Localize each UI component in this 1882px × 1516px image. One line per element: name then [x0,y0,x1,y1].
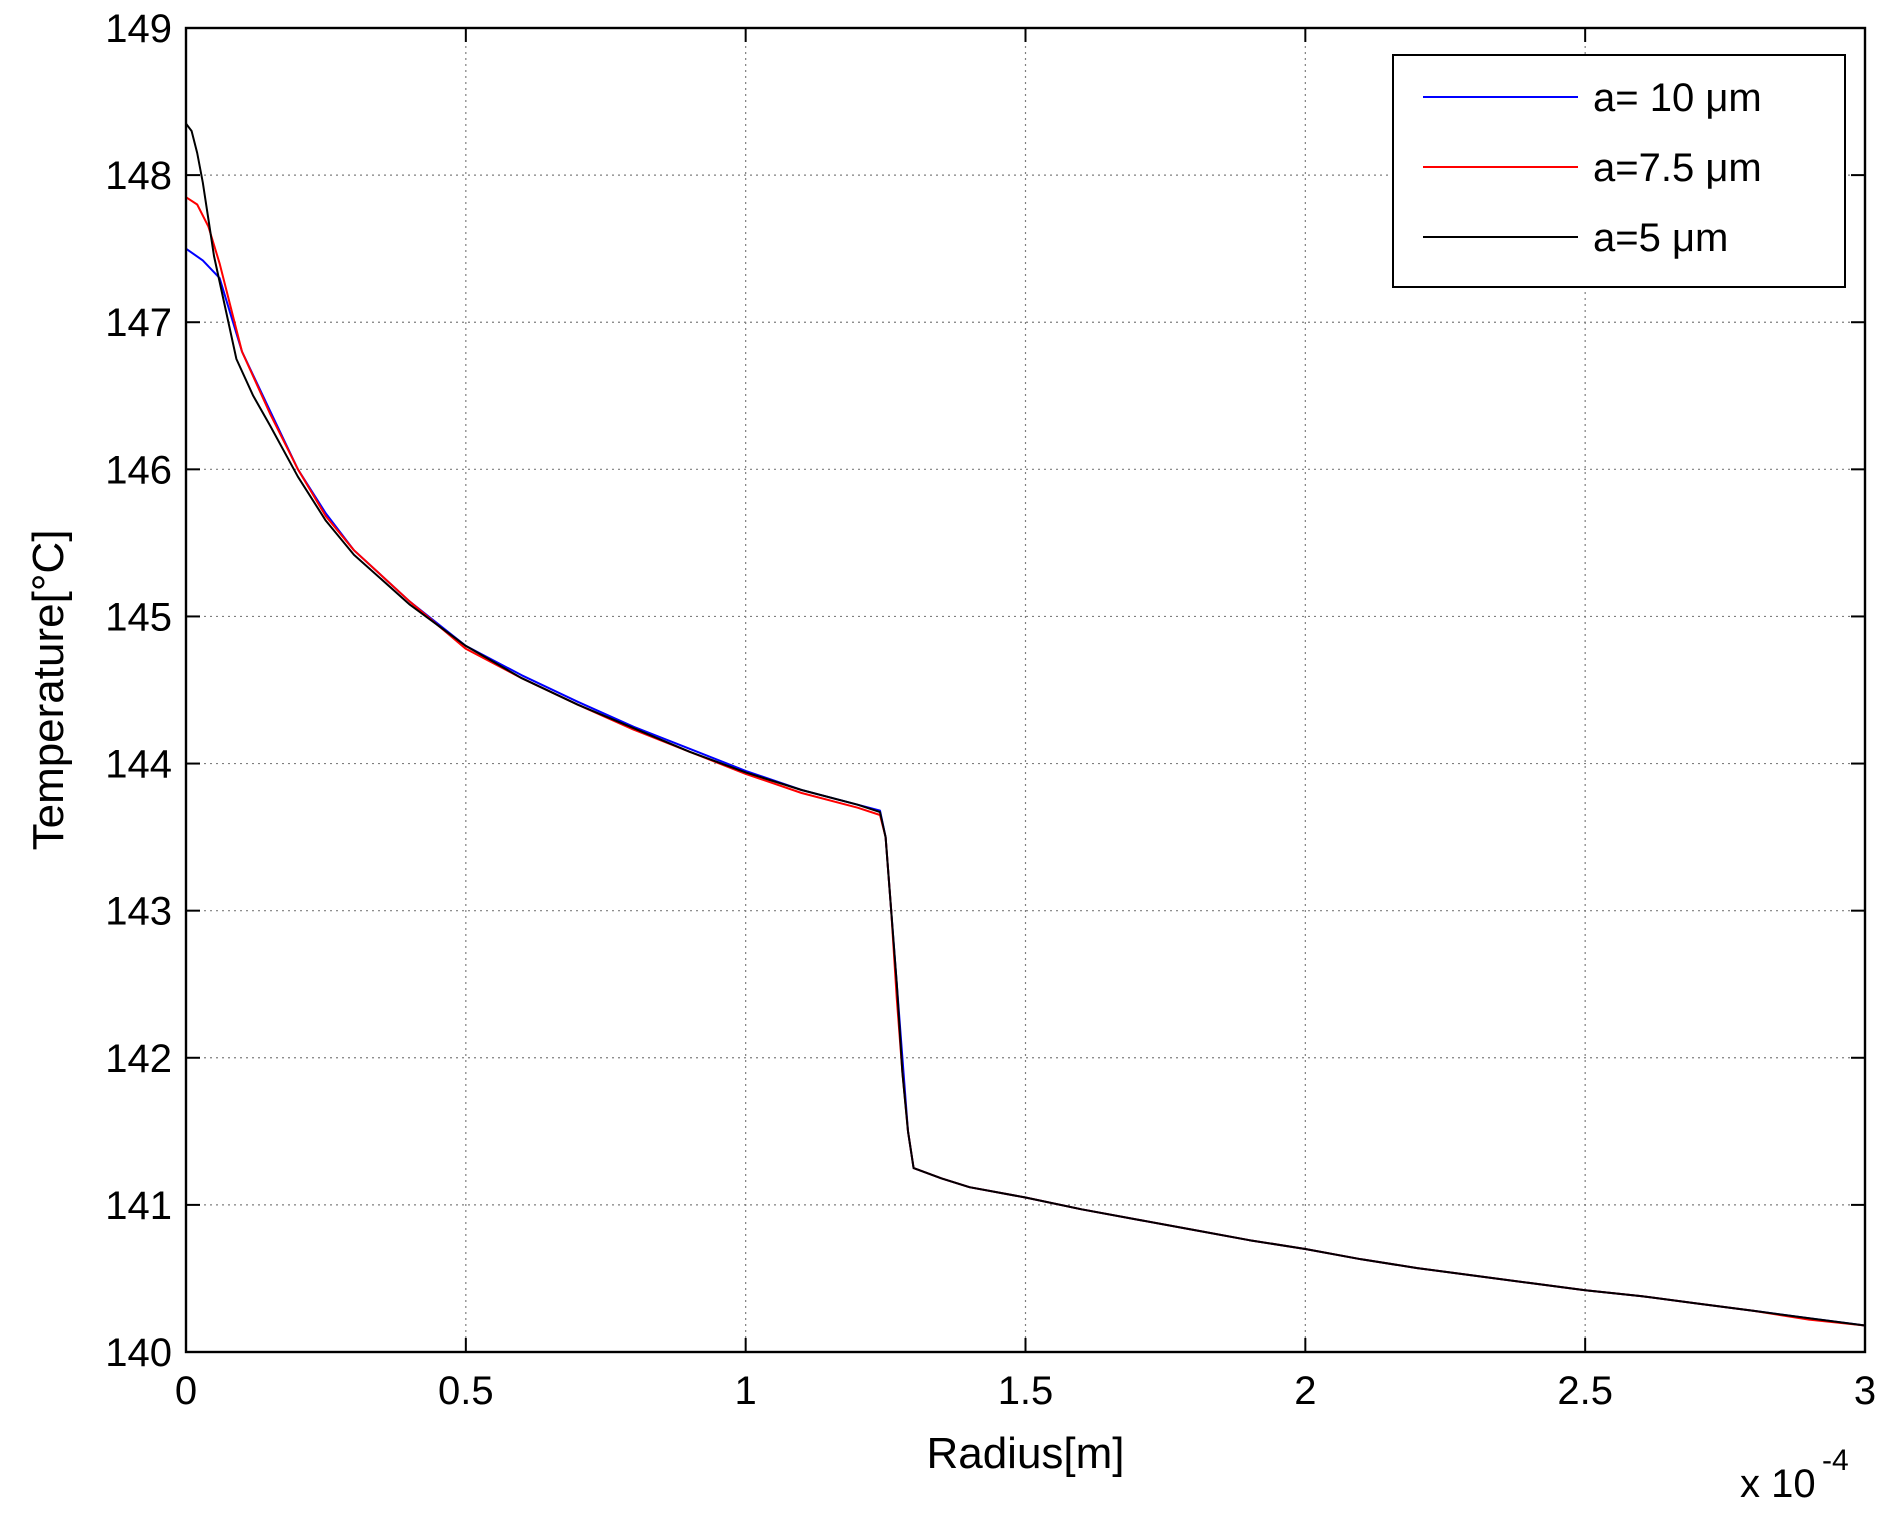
series-group [185,122,1866,1327]
grid [186,28,1865,1352]
legend-box [1392,54,1846,288]
series-line [185,122,1866,1327]
x-axis-scale-exponent: -4 [1822,1444,1849,1477]
legend-label: a= 10 μm [1593,76,1762,120]
y-tick-label: 147 [105,301,172,345]
y-tick-label: 140 [105,1331,172,1375]
x-tick-label: 0 [175,1369,197,1413]
x-axis-scale-multiplier: x 10 [1740,1462,1816,1506]
legend-label: a=5 μm [1593,216,1728,260]
y-tick-label: 149 [105,7,172,51]
x-tick-label: 2 [1294,1369,1316,1413]
x-tick-label: 2.5 [1557,1369,1613,1413]
y-tick-label: 148 [105,154,172,198]
y-tick-label: 146 [105,448,172,492]
x-tick-label: 3 [1854,1369,1876,1413]
y-tick-label: 141 [105,1184,172,1228]
y-tick-label: 143 [105,890,172,934]
x-tick-label: 0.5 [438,1369,494,1413]
x-tick-labels: 0 0.5 1 1.5 2 2.5 3 [175,1369,1876,1413]
y-tick-labels: 140 141 142 143 144 145 146 147 148 149 [105,7,172,1375]
x-tick-label: 1.5 [998,1369,1054,1413]
legend-items: a= 10 μm a=7.5 μm a=5 μm [1423,76,1762,260]
y-axis-label: Temperature[°C] [24,530,73,851]
x-tick-label: 1 [735,1369,757,1413]
y-tick-label: 142 [105,1037,172,1081]
y-tick-label: 144 [105,743,172,787]
x-axis-label: Radius[m] [926,1429,1124,1478]
y-tick-label: 145 [105,595,172,639]
legend: a= 10 μm a=7.5 μm a=5 μm [1392,54,1846,288]
legend-label: a=7.5 μm [1593,146,1762,190]
axis-ticks [185,27,1866,1353]
